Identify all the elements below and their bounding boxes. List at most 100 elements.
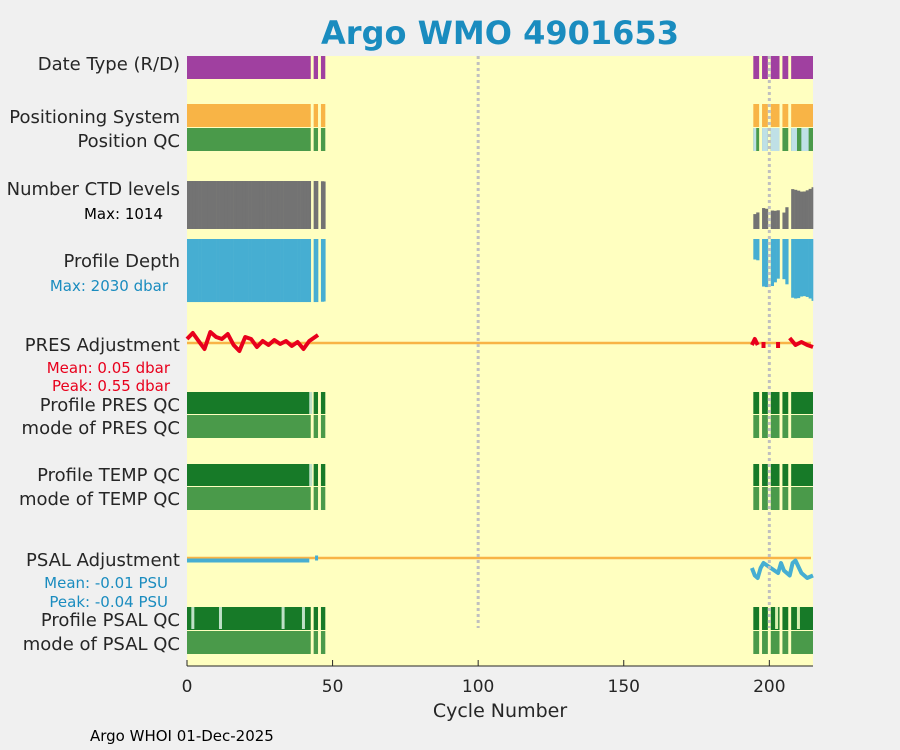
ctd-levels-bar — [773, 210, 777, 229]
row-label-psal-adjustment: PSAL Adjustment — [26, 550, 180, 571]
profile-qc-light-mark — [301, 607, 305, 629]
profile-depth-bar — [245, 239, 249, 303]
x-tick-label: 0 — [182, 677, 193, 697]
positioning-system-bar — [762, 104, 768, 127]
profile-depth-bar — [224, 239, 229, 303]
ctd-levels-bar — [764, 208, 769, 229]
ctd-levels-bar — [248, 181, 252, 229]
psal-adjustment-point — [315, 555, 319, 561]
profile-depth-bar — [280, 239, 284, 303]
profile-depth-bar — [221, 239, 226, 303]
mode-pres-qc-bar — [770, 415, 780, 438]
ctd-levels-bar — [294, 181, 298, 229]
profile-depth-bar — [283, 239, 287, 303]
mode-psal-qc-bar — [791, 631, 813, 654]
profile-psal-qc-bar — [762, 607, 768, 630]
positioning-system-bar — [770, 104, 780, 127]
row-label-profile-psal-qc: Profile PSAL QC — [41, 610, 180, 631]
reference-lines — [476, 56, 771, 628]
profile-depth-bar — [213, 239, 217, 303]
profile-temp-qc-bar — [320, 464, 326, 486]
mode-psal-qc-bar — [762, 631, 768, 654]
profile-depth-bar — [294, 239, 298, 303]
profile-depth-bar — [808, 239, 812, 299]
pres-adjustment-line — [750, 337, 760, 346]
ctd-levels-bar — [811, 187, 814, 229]
row-label-date-type: Date Type (R/D) — [38, 54, 180, 75]
footer-credit: Argo WHOI 01-Dec-2025 — [90, 727, 274, 745]
mode-pres-qc-bar — [791, 415, 813, 438]
position-qc-alt-segment — [801, 128, 809, 151]
ctd-levels-bar — [265, 181, 269, 229]
profile-pres-qc-bar — [762, 392, 768, 414]
ctd-levels-bar — [253, 181, 258, 229]
mode-temp-qc-bar — [791, 487, 813, 510]
profile-qc-light-mark — [775, 607, 779, 629]
ctd-levels-bar — [316, 181, 319, 229]
profile-temp-qc-bar — [762, 464, 768, 486]
mode-psal-qc-bar — [782, 631, 789, 654]
ctd-levels-bar — [791, 189, 795, 229]
row-label-ctd-levels: Number CTD levels — [7, 179, 180, 200]
ctd-levels-bar — [785, 207, 789, 229]
ctd-levels-bar — [262, 181, 266, 229]
mode-pres-qc-bar — [762, 415, 768, 438]
profile-depth-bar — [297, 239, 301, 303]
mode-pres-qc-bar — [782, 415, 789, 438]
row-label-mode-psal-qc: mode of PSAL QC — [23, 634, 180, 655]
mode-psal-qc-bar — [320, 631, 326, 654]
ctd-levels-bar — [323, 181, 326, 229]
x-ticks: 0 50 100 150 200 — [182, 660, 786, 697]
profile-depth-bar — [764, 239, 769, 288]
plot-background — [187, 56, 813, 666]
profile-depth-bar — [251, 239, 255, 303]
row-label-position-qc: Position QC — [77, 131, 180, 152]
row-label-profile-temp-qc: Profile TEMP QC — [37, 465, 180, 486]
profile-pres-qc-bar — [320, 392, 326, 414]
ctd-levels-bar — [297, 181, 301, 229]
mode-pres-qc-bar — [313, 415, 319, 438]
ctd-levels-bar — [283, 181, 287, 229]
profile-depth-bar — [253, 239, 258, 303]
ctd-levels-bar — [195, 181, 199, 229]
depth-max-note: Max: 2030 dbar — [50, 277, 169, 295]
mode-psal-qc-bar — [313, 631, 319, 654]
ctd-levels-bar — [192, 181, 197, 229]
mode-temp-qc-bar — [782, 487, 789, 510]
row-label-profile-pres-qc: Profile PRES QC — [40, 395, 180, 416]
x-axis-label: Cycle Number — [433, 700, 567, 722]
ctd-levels-bar — [753, 214, 757, 229]
ctd-levels-bar — [776, 210, 780, 229]
profile-depth-bar — [756, 239, 760, 261]
row-label-profile-depth: Profile Depth — [63, 251, 180, 272]
row-label-mode-temp-qc: mode of TEMP QC — [19, 489, 180, 510]
profile-qc-light-mark — [796, 607, 800, 629]
profile-depth-bar — [259, 239, 264, 303]
ctd-levels-bar — [239, 181, 243, 229]
profile-pres-qc-bar — [770, 392, 780, 414]
date-type-bar — [313, 56, 319, 79]
ctd-levels-bar — [285, 181, 290, 229]
profile-depth-bar — [195, 239, 199, 303]
psal-mean: Mean: -0.01 PSU — [44, 574, 168, 592]
mode-psal-qc-bar — [187, 631, 311, 654]
ctd-levels-bar — [201, 181, 205, 229]
profile-depth-bar — [303, 239, 307, 303]
pres-adjustment-line — [788, 336, 814, 349]
mode-temp-qc-bar — [320, 487, 326, 510]
profile-temp-qc-bar — [753, 464, 760, 486]
profile-depth-bar — [207, 239, 211, 303]
ctd-levels-bar — [259, 181, 264, 229]
ctd-levels-bar — [782, 212, 786, 229]
ctd-levels-bar — [805, 190, 809, 229]
ctd-levels-bar — [320, 181, 325, 229]
profile-temp-qc-bar — [791, 464, 813, 486]
ctd-levels-bar — [210, 181, 214, 229]
ctd-levels-bar — [288, 181, 293, 229]
profile-depth-bar — [233, 239, 237, 303]
ctd-levels-bar — [303, 181, 307, 229]
ctd-levels-bar — [256, 181, 261, 229]
profile-psal-qc-bar — [187, 607, 311, 630]
profile-depth-bar — [782, 239, 786, 280]
profile-depth-bar — [285, 239, 290, 303]
